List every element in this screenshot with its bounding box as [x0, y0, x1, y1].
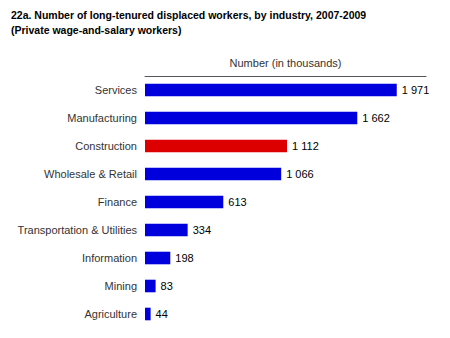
svg-text:198: 198 — [175, 252, 193, 264]
svg-text:Transportation & Utilities: Transportation & Utilities — [18, 224, 138, 236]
svg-text:Finance: Finance — [98, 196, 137, 208]
svg-text:1 662: 1 662 — [362, 112, 390, 124]
svg-text:Information: Information — [82, 252, 137, 264]
svg-text:Construction: Construction — [75, 140, 137, 152]
svg-text:83: 83 — [161, 280, 173, 292]
svg-text:22a. Number of long-tenured di: 22a. Number of long-tenured displaced wo… — [11, 9, 366, 21]
svg-text:(Private wage-and-salary worke: (Private wage-and-salary workers) — [11, 24, 181, 36]
svg-text:613: 613 — [228, 196, 246, 208]
svg-text:1 971: 1 971 — [402, 84, 430, 96]
svg-text:Number (in thousands): Number (in thousands) — [230, 57, 342, 69]
svg-text:334: 334 — [193, 224, 211, 236]
svg-text:44: 44 — [156, 308, 168, 320]
svg-text:1 112: 1 112 — [292, 140, 319, 152]
svg-text:1 066: 1 066 — [286, 168, 314, 180]
svg-text:Manufacturing: Manufacturing — [67, 112, 137, 124]
svg-text:Services: Services — [95, 84, 138, 96]
svg-text:Mining: Mining — [105, 280, 137, 292]
svg-text:Agriculture: Agriculture — [84, 308, 137, 320]
svg-text:Wholesale & Retail: Wholesale & Retail — [44, 168, 137, 180]
